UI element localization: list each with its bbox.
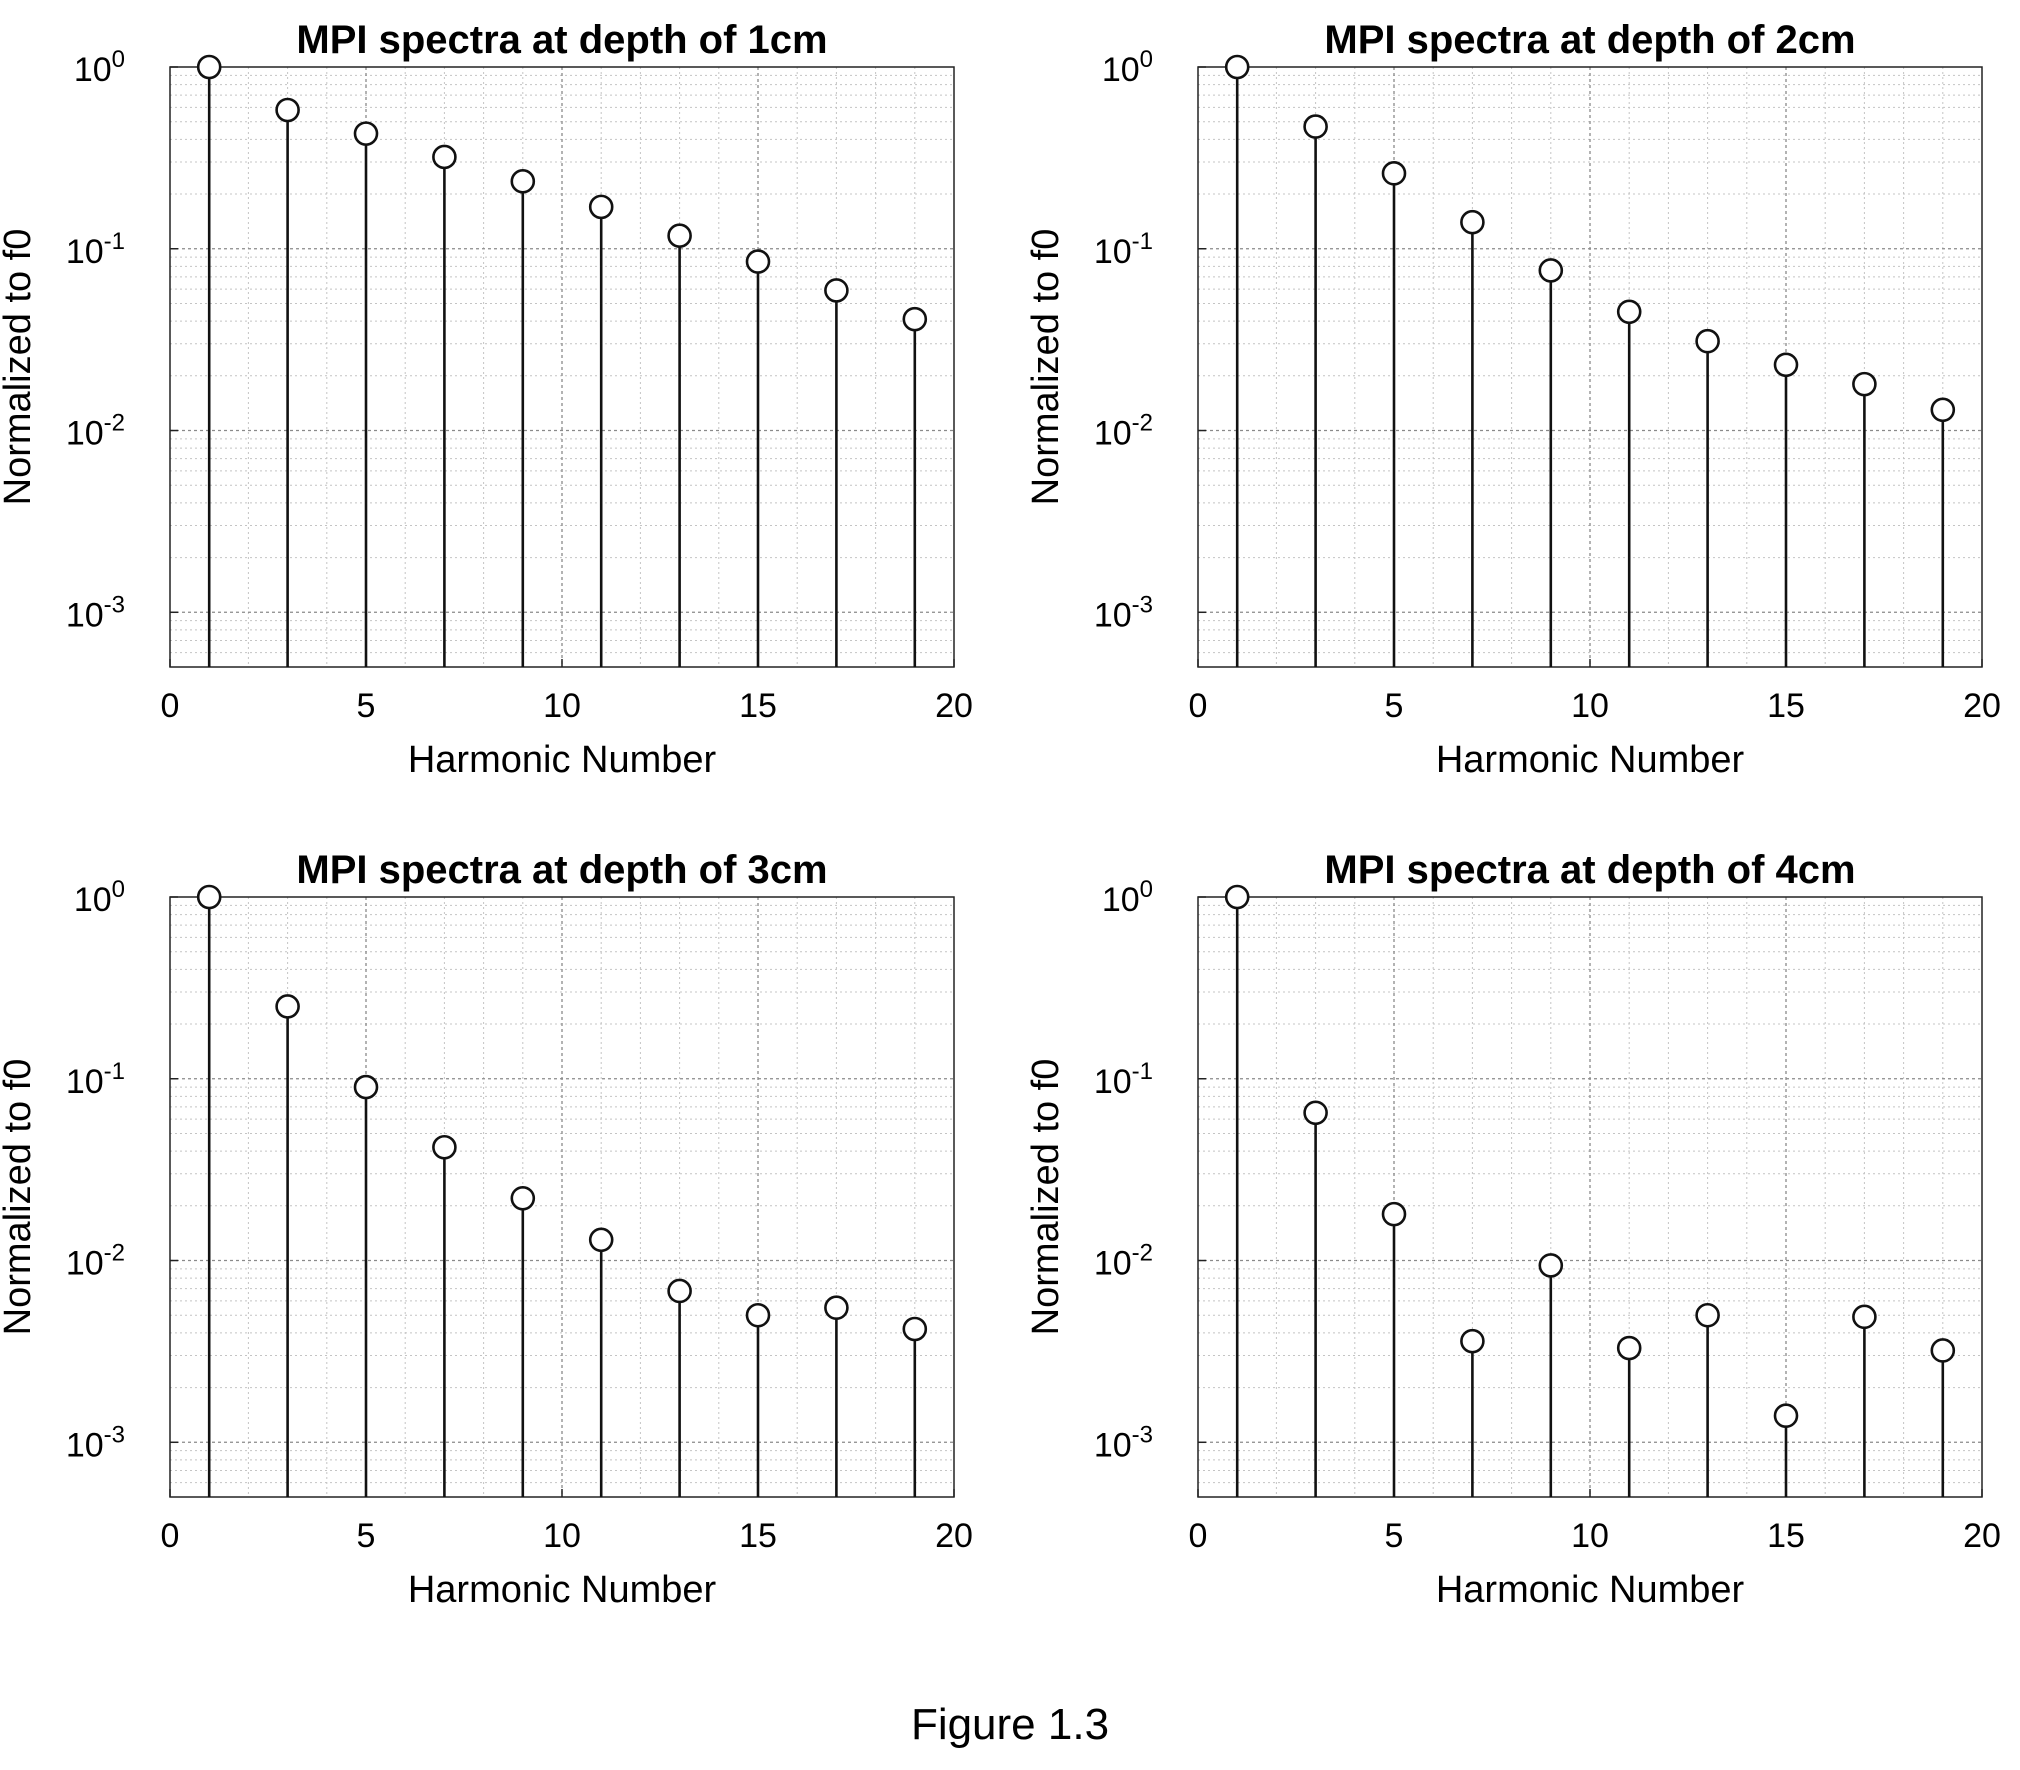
x-tick-label: 15	[739, 1517, 777, 1555]
x-tick-label: 0	[161, 1517, 180, 1555]
figure-caption: Figure 1.3	[910, 1700, 1110, 1749]
x-tick-label: 10	[1571, 687, 1609, 725]
stem-marker	[353, 121, 379, 146]
x-tick-label: 5	[1385, 687, 1404, 725]
x-tick-label: 5	[357, 1517, 376, 1555]
x-axis-label: Harmonic Number	[408, 1569, 717, 1611]
x-tick-label: 15	[739, 687, 777, 725]
y-tick-label: 10-2	[1094, 410, 1153, 453]
x-tick-label: 20	[935, 687, 973, 725]
y-tick-label: 10-2	[66, 1240, 125, 1283]
y-tick-label: 10-2	[1094, 1240, 1153, 1283]
chart-panel-2: 0 5 10 15 20 10-3 10-2 10-1 100 MPI spectra at de…	[1025, 18, 2001, 781]
stem-marker	[510, 169, 536, 194]
stem-marker	[745, 1302, 771, 1328]
y-tick-label: 10-3	[1094, 591, 1153, 634]
stem-marker	[588, 194, 614, 220]
stem-marker	[745, 249, 771, 274]
x-tick-label: 20	[935, 1517, 973, 1555]
stem-marker	[1303, 114, 1328, 139]
y-tick-label: 10-3	[66, 591, 125, 634]
x-tick-label: 10	[543, 687, 581, 725]
stem-marker	[1852, 1304, 1877, 1330]
stem-marker	[1616, 1335, 1642, 1361]
stem-marker	[1852, 371, 1877, 397]
x-axis-label: Harmonic Number	[408, 739, 717, 781]
stem-marker	[824, 278, 849, 303]
x-tick-label: 5	[357, 687, 376, 725]
stem-marker	[1538, 1253, 1564, 1278]
stem-marker	[902, 306, 928, 332]
stem-marker	[667, 223, 692, 248]
chart-panel-1: 0 5 10 15 20 10-3 10-2 10-1 100 MPI spectra at de…	[0, 18, 973, 781]
stem-marker	[667, 1278, 692, 1304]
stem-marker	[432, 1134, 457, 1160]
x-tick-label: 0	[161, 687, 180, 725]
stem-marker	[275, 994, 300, 1019]
x-axis-label: Harmonic Number	[1436, 739, 1745, 781]
stem-marker	[275, 97, 300, 123]
stem-marker	[1773, 352, 1799, 378]
stem-marker	[1460, 1328, 1485, 1354]
stem-marker	[1460, 209, 1485, 235]
stem-marker	[1303, 1100, 1328, 1126]
stem-marker	[1381, 1201, 1407, 1227]
x-axis-label: Harmonic Number	[1436, 1569, 1745, 1611]
chart-title: MPI spectra at depth of 1cm	[296, 18, 827, 62]
stem-marker	[1616, 299, 1642, 325]
stem-marker	[1773, 1403, 1799, 1429]
stem-marker	[1381, 161, 1407, 186]
chart-panel-4: 0 5 10 15 20 10-3 10-2 10-1 100 MPI spectra at de…	[1025, 848, 2001, 1611]
y-tick-label: 100	[74, 876, 125, 919]
x-tick-label: 5	[1385, 1517, 1404, 1555]
y-tick-label: 10-3	[1094, 1421, 1153, 1464]
stem-marker	[1930, 1338, 1956, 1363]
x-tick-label: 0	[1189, 687, 1208, 725]
stem-marker	[196, 884, 222, 910]
x-tick-label: 0	[1189, 1517, 1208, 1555]
y-tick-label: 10-1	[1094, 1058, 1153, 1101]
chart-panel-3: 0 5 10 15 20 10-3 10-2 10-1 100 MPI spectra at de…	[0, 848, 973, 1611]
x-tick-label: 15	[1767, 1517, 1805, 1555]
y-tick-label: 10-3	[66, 1421, 125, 1464]
x-tick-label: 10	[1571, 1517, 1609, 1555]
stem-marker	[1695, 328, 1720, 354]
stem-marker	[510, 1185, 536, 1211]
stem-marker	[1930, 397, 1956, 423]
chart-title: MPI spectra at depth of 4cm	[1324, 848, 1855, 892]
y-tick-label: 100	[74, 46, 125, 89]
stem-marker	[824, 1295, 849, 1321]
y-axis-label: Normalized to f0	[0, 1059, 39, 1336]
y-axis-label: Normalized to f0	[1025, 1059, 1067, 1336]
y-tick-label: 10-2	[66, 410, 125, 453]
x-tick-label: 20	[1963, 687, 2001, 725]
stem-marker	[1695, 1302, 1720, 1328]
y-tick-label: 10-1	[66, 228, 125, 271]
y-axis-label: Normalized to f0	[0, 229, 39, 506]
stem-marker	[902, 1316, 928, 1342]
stem-marker	[353, 1074, 379, 1100]
y-tick-label: 100	[1102, 46, 1153, 89]
y-tick-label: 10-1	[66, 1058, 125, 1101]
y-axis-label: Normalized to f0	[1025, 229, 1067, 506]
x-tick-label: 20	[1963, 1517, 2001, 1555]
chart-title: MPI spectra at depth of 2cm	[1324, 18, 1855, 62]
x-tick-label: 10	[543, 1517, 581, 1555]
stem-marker	[1224, 884, 1250, 910]
chart-title: MPI spectra at depth of 3cm	[296, 848, 827, 892]
stem-marker	[1224, 54, 1250, 80]
y-tick-label: 10-1	[1094, 228, 1153, 271]
stem-marker	[1538, 258, 1564, 283]
y-tick-label: 100	[1102, 876, 1153, 919]
stem-marker	[196, 54, 222, 80]
x-tick-label: 15	[1767, 687, 1805, 725]
stem-marker	[432, 144, 457, 170]
stem-marker	[588, 1227, 614, 1253]
